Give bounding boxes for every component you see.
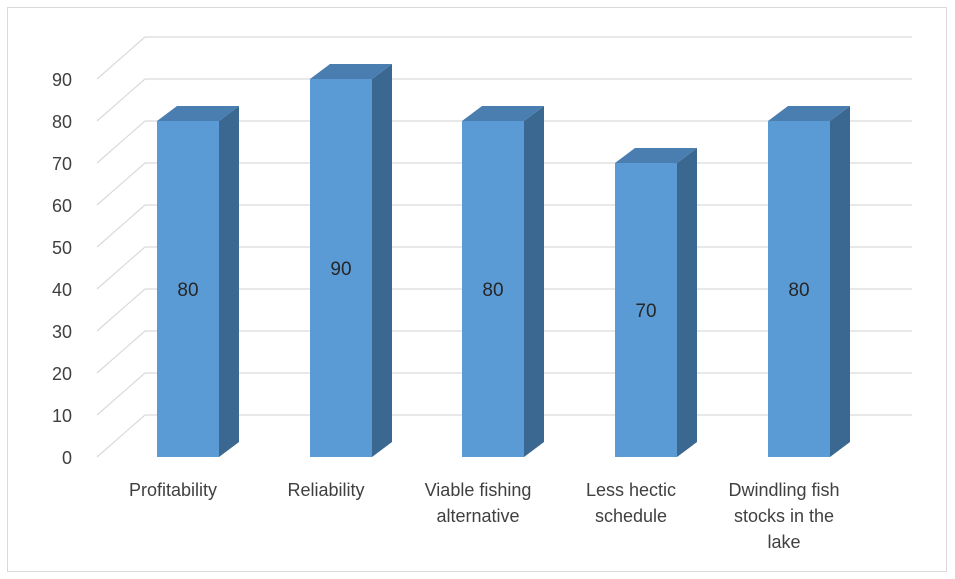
bar-top — [310, 64, 392, 79]
data-label: 80 — [177, 280, 198, 301]
gridline-depth — [96, 78, 146, 122]
gridline-depth — [96, 162, 146, 206]
bar-front — [462, 121, 524, 457]
data-label: 90 — [330, 259, 351, 280]
y-tick-label: 30 — [52, 322, 72, 342]
bar-front — [615, 163, 677, 457]
y-tick-label: 50 — [52, 238, 72, 258]
data-label: 70 — [635, 301, 656, 322]
y-tick-label: 90 — [52, 70, 72, 90]
bar-top — [615, 148, 697, 163]
gridline-depth — [96, 372, 146, 416]
gridline-depth — [96, 120, 146, 164]
bar-side — [830, 106, 850, 457]
bar-front — [157, 121, 219, 457]
bar-top — [462, 106, 544, 121]
bar-front — [768, 121, 830, 457]
gridline-depth — [96, 288, 146, 332]
bar — [310, 64, 392, 457]
bar-side — [372, 64, 392, 457]
x-tick-label: Dwindling fish stocks in the lake — [728, 480, 839, 552]
y-tick-label: 70 — [52, 154, 72, 174]
gridline-depth — [96, 204, 146, 248]
data-labels: 80 90 80 70 80 — [177, 259, 809, 322]
bar-side — [524, 106, 544, 457]
y-axis: 0 10 20 30 40 50 60 70 80 90 — [52, 70, 72, 468]
y-tick-label: 80 — [52, 112, 72, 132]
bar-side — [219, 106, 239, 457]
data-label: 80 — [482, 280, 503, 301]
bar-front — [310, 79, 372, 457]
gridline-depth — [96, 246, 146, 290]
y-tick-label: 60 — [52, 196, 72, 216]
bar-top — [768, 106, 850, 121]
data-label: 80 — [788, 280, 809, 301]
bar — [768, 106, 850, 457]
gridline-depth — [96, 330, 146, 374]
x-tick-label: Reliability — [287, 480, 364, 500]
y-tick-label: 0 — [62, 448, 72, 468]
x-tick-label: Viable fishing alternative — [425, 480, 532, 526]
x-tick-label: Profitability — [129, 480, 217, 500]
gridline-depth — [96, 36, 146, 80]
bars — [157, 64, 850, 457]
bar — [462, 106, 544, 457]
y-tick-label: 20 — [52, 364, 72, 384]
y-tick-label: 40 — [52, 280, 72, 300]
bar — [615, 148, 697, 457]
bar-side — [677, 148, 697, 457]
bar-top — [157, 106, 239, 121]
x-tick-label: Less hectic schedule — [586, 480, 676, 526]
y-tick-label: 10 — [52, 406, 72, 426]
category-labels: Profitability Reliability Viable fishing al… — [129, 480, 840, 552]
bar — [157, 106, 239, 457]
gridline-depth — [96, 414, 146, 458]
